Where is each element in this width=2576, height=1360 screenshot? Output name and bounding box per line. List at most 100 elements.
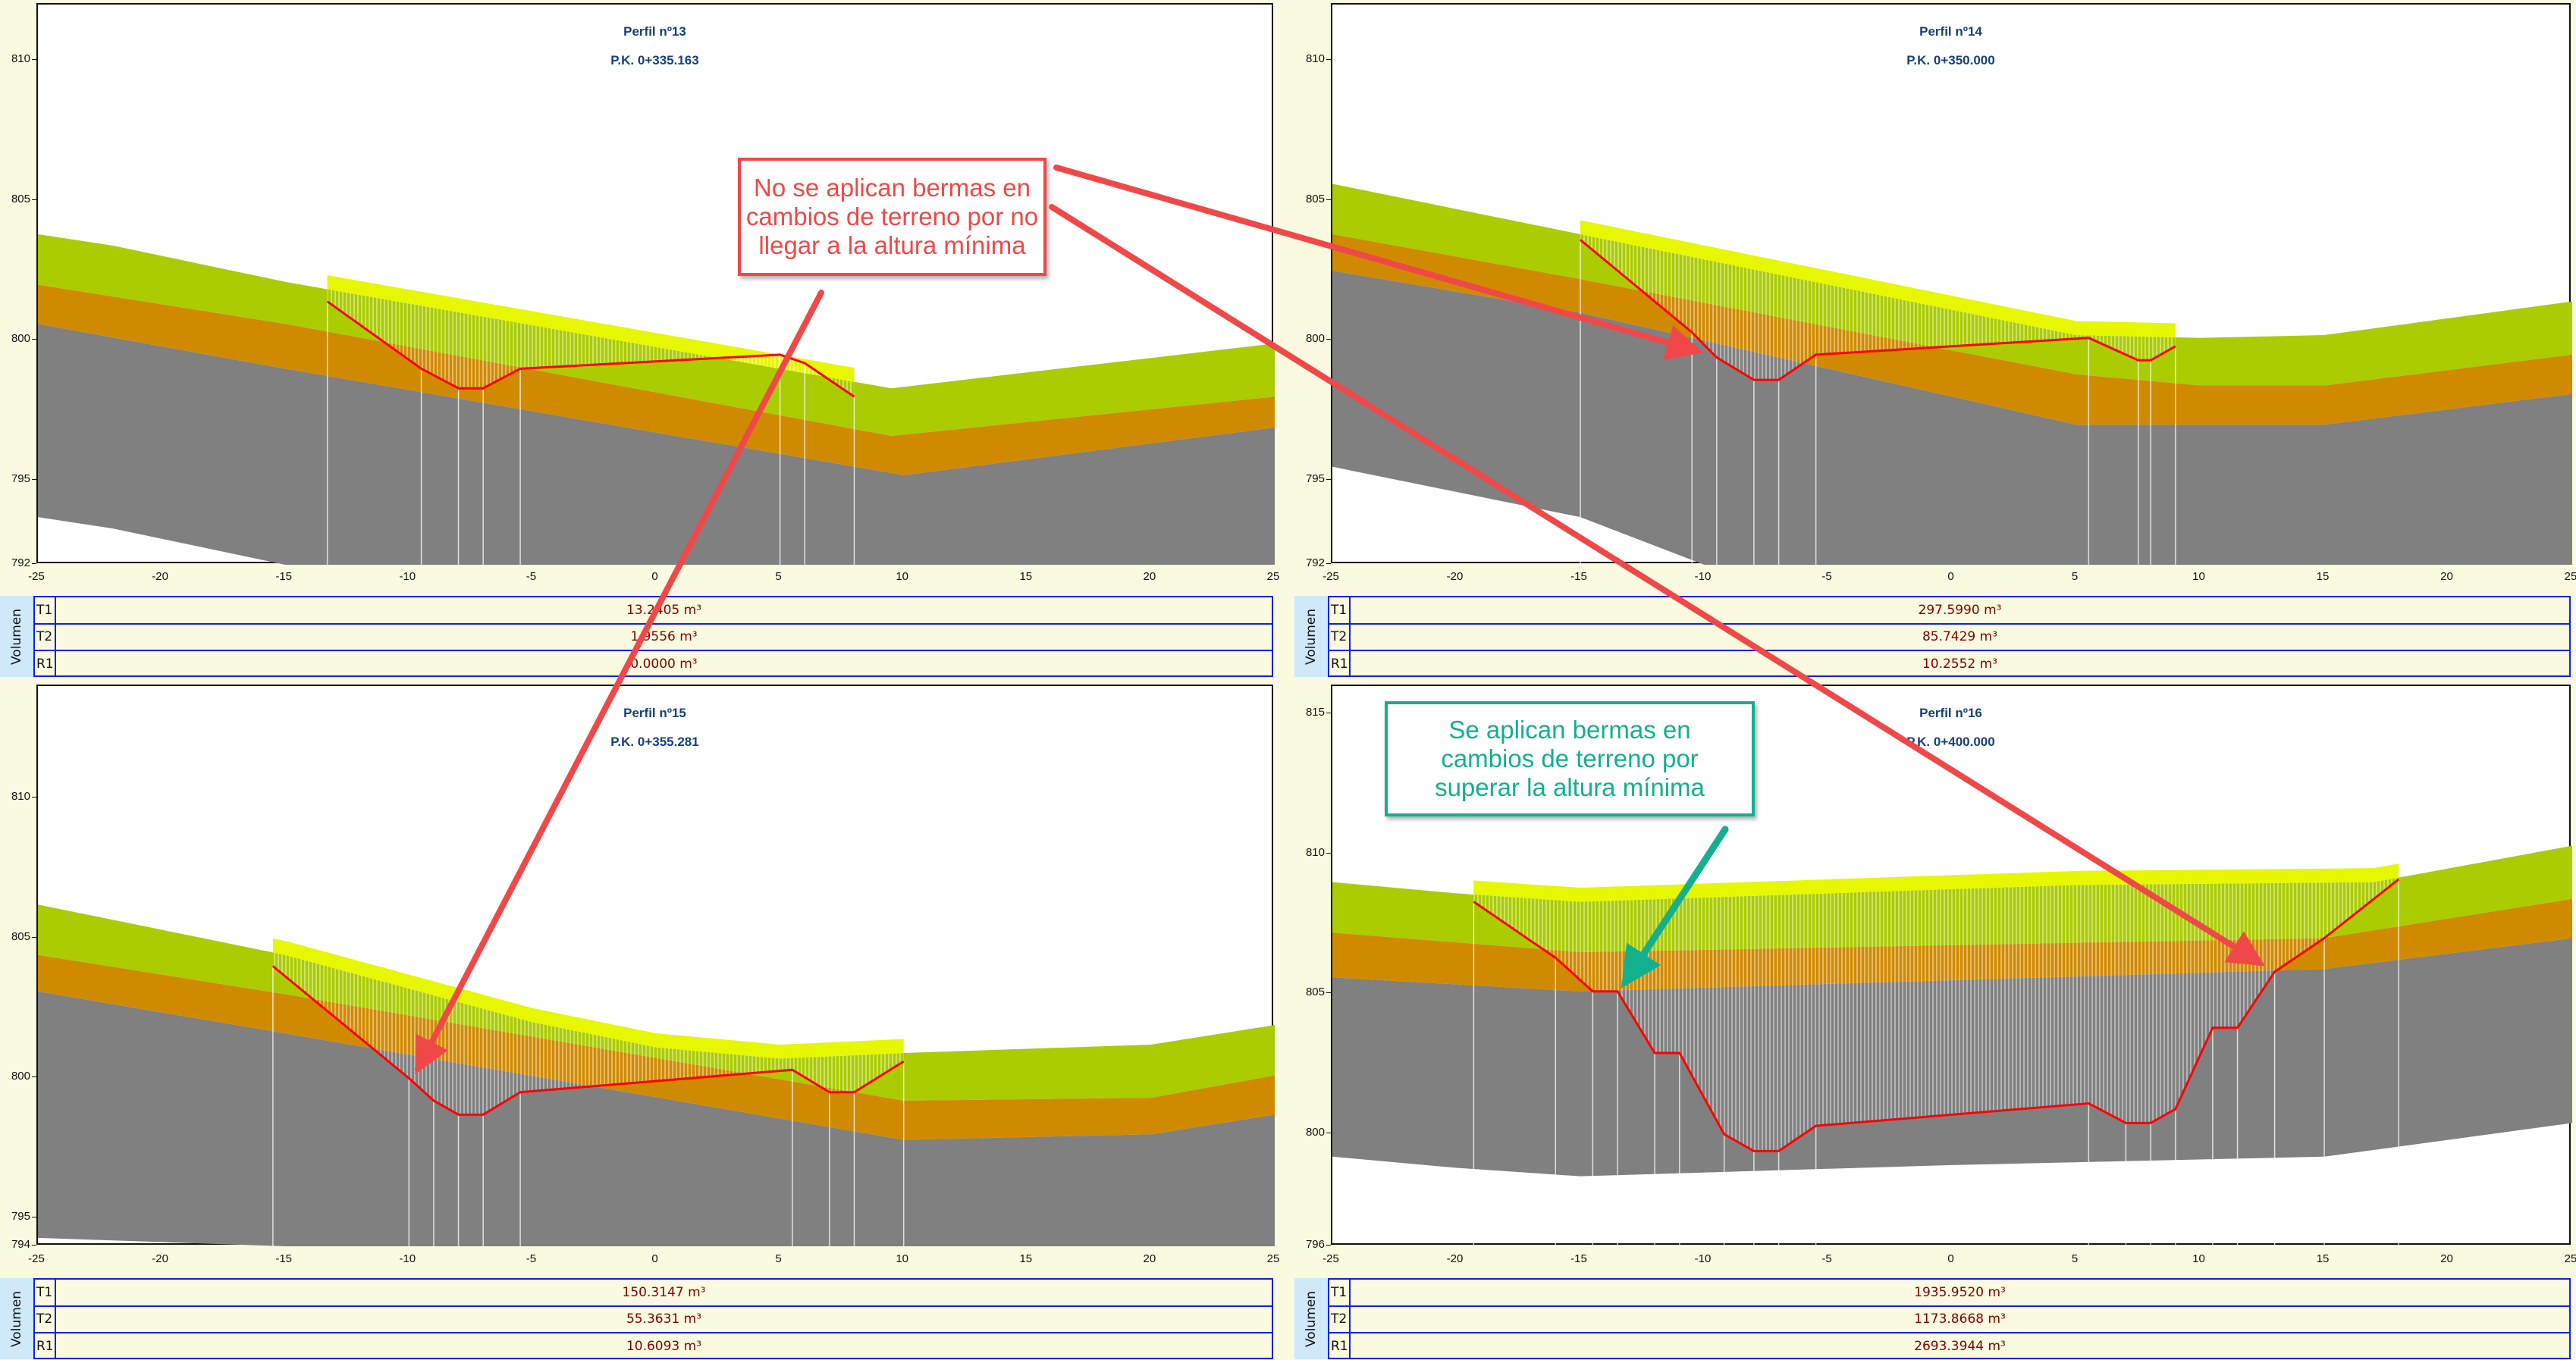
terrain-layer-orange [38, 954, 1275, 1140]
volume-value: 297.5990 m³ [1918, 603, 2002, 618]
terrain-layer-green [38, 904, 1275, 1101]
profile-station: P.K. 0+350.000 [1906, 53, 1995, 67]
y-tick-label: 800 [11, 332, 30, 346]
x-tick-label: 10 [896, 570, 909, 583]
x-tick-label: -10 [1694, 570, 1712, 583]
design-section-line [271, 965, 905, 1116]
x-tick-label: 0 [651, 570, 658, 583]
volume-row: R1 0.0000 m³ [35, 650, 1272, 677]
x-tick-label: 20 [1143, 570, 1156, 583]
y-tick-mark [32, 563, 36, 564]
volume-label-text: Volumen [1304, 608, 1319, 665]
x-tick-label: 20 [1143, 1252, 1156, 1265]
volume-key: T2 [1329, 1306, 1351, 1332]
x-tick-label: -20 [152, 1252, 168, 1265]
x-tick-label: -20 [1446, 570, 1464, 583]
x-tick-label: 20 [2440, 1252, 2453, 1265]
profile-plot-1: Perfil nº13 P.K. 0+335.163 [36, 3, 1275, 565]
volume-key: T1 [1329, 1280, 1351, 1305]
x-tick-label: 5 [775, 570, 782, 583]
volume-side-label: Volumen [0, 596, 33, 677]
volume-key: T2 [35, 1306, 56, 1332]
y-tick-label: 810 [11, 52, 30, 65]
x-tick-label: -15 [1570, 1252, 1587, 1265]
y-tick-label: 805 [1305, 192, 1325, 205]
profile-plot-2: Perfil nº14 P.K. 0+350.000 [1331, 3, 2572, 565]
x-tick-label: -25 [1323, 1252, 1339, 1265]
x-tick-label: -15 [1570, 570, 1587, 583]
x-tick-label: 25 [1266, 1252, 1280, 1265]
x-tick-label: -5 [1821, 1252, 1832, 1265]
volume-value: 10.2552 m³ [1922, 656, 1998, 672]
x-tick-label: 5 [2071, 570, 2079, 583]
x-tick-label: 20 [2440, 570, 2453, 583]
y-tick-mark [32, 936, 36, 938]
volume-value: 150.3147 m³ [622, 1285, 706, 1300]
volume-value: 13.2405 m³ [626, 603, 702, 618]
x-tick-label: -25 [28, 1252, 45, 1265]
y-tick-label: 795 [11, 472, 30, 486]
y-tick-mark [1326, 479, 1331, 481]
volume-row: T2 1173.8668 m³ [1329, 1306, 2569, 1333]
x-tick-label: 15 [1019, 1252, 1033, 1265]
x-tick-label: -20 [152, 570, 168, 583]
volume-key: T2 [1329, 624, 1351, 650]
x-tick-label: -20 [1446, 1252, 1464, 1265]
volume-key: T1 [35, 1280, 56, 1305]
y-tick-label: 792 [11, 556, 30, 569]
y-tick-label: 800 [1305, 1126, 1325, 1139]
y-tick-mark [32, 199, 36, 200]
red-annotation-box: No se aplican bermas en cambios de terre… [738, 158, 1046, 276]
x-tick-label: 25 [1266, 570, 1280, 583]
y-tick-label: 794 [11, 1238, 30, 1251]
y-tick-mark [1326, 339, 1331, 340]
x-tick-label: -25 [28, 570, 45, 583]
x-tick-label: 15 [2316, 570, 2330, 583]
red-annotation-text: No se aplican bermas en cambios de terre… [745, 174, 1039, 259]
y-tick-label: 800 [1305, 332, 1325, 346]
profile-station: P.K. 0+335.163 [610, 53, 699, 67]
x-tick-label: 0 [651, 1252, 658, 1265]
volume-table: T1 297.5990 m³ T2 85.7429 m³ R1 10.2552 m³ [1328, 596, 2571, 677]
x-tick-label: 10 [2192, 1252, 2205, 1265]
volume-value: 1.9556 m³ [630, 629, 698, 644]
volume-row: T1 297.5990 m³ [1329, 597, 2569, 625]
profile-title: Perfil nº13 [623, 24, 686, 39]
volume-value: 1173.8668 m³ [1914, 1311, 2006, 1327]
profile-title: Perfil nº14 [1919, 24, 1982, 39]
volume-side-label: Volumen [0, 1278, 33, 1359]
y-tick-mark [1326, 1245, 1331, 1246]
y-tick-label: 795 [11, 1210, 30, 1224]
volume-row: T1 1935.9520 m³ [1329, 1280, 2569, 1307]
x-tick-label: -5 [526, 570, 537, 583]
x-tick-label: 25 [2564, 1252, 2576, 1265]
y-tick-label: 795 [1305, 472, 1325, 486]
y-tick-label: 810 [1305, 52, 1325, 65]
x-tick-label: -5 [1821, 570, 1832, 583]
volume-row: T1 13.2405 m³ [35, 597, 1272, 625]
y-tick-mark [32, 1076, 36, 1078]
y-tick-label: 810 [11, 789, 30, 803]
cut-top-strip [272, 938, 904, 1059]
volume-row: T2 55.3631 m³ [35, 1306, 1272, 1333]
y-tick-label: 796 [1305, 1238, 1325, 1251]
volume-row: T1 150.3147 m³ [35, 1280, 1272, 1307]
volume-key: T1 [1329, 597, 1351, 623]
x-tick-label: 10 [896, 1252, 909, 1265]
x-tick-label: 10 [2192, 570, 2205, 583]
x-tick-label: 0 [1947, 1252, 1954, 1265]
volume-row: R1 10.6093 m³ [35, 1333, 1272, 1359]
volume-value: 85.7429 m³ [1922, 629, 1998, 644]
volume-side-label: Volumen [1294, 596, 1328, 677]
volume-label-text: Volumen [1304, 1290, 1319, 1347]
x-tick-label: 5 [775, 1252, 782, 1265]
y-tick-mark [1326, 199, 1331, 200]
volume-label-text: Volumen [9, 1290, 24, 1347]
volume-label-text: Volumen [9, 608, 24, 665]
y-tick-label: 800 [11, 1070, 30, 1083]
x-tick-label: 25 [2564, 570, 2576, 583]
x-tick-label: 0 [1947, 570, 1954, 583]
x-tick-label: -15 [275, 1252, 293, 1265]
x-tick-label: -5 [526, 1252, 537, 1265]
volume-value: 10.6093 m³ [626, 1338, 702, 1354]
